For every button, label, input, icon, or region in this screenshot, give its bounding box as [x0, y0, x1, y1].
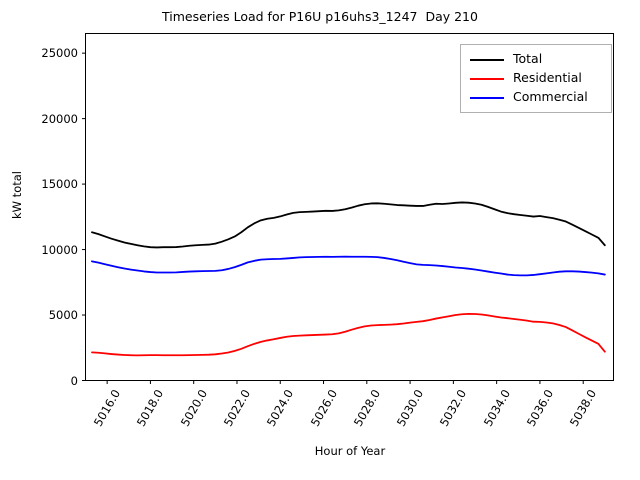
- series-line: [91, 201, 606, 249]
- series-line: [91, 312, 606, 357]
- legend-item: Residential: [467, 69, 605, 88]
- y-tick-label: 5000: [48, 308, 78, 323]
- legend-swatch-commercial: [470, 96, 504, 99]
- y-tick-marks: [82, 52, 86, 381]
- x-tick-marks: [106, 380, 584, 384]
- legend-item: Commercial: [467, 88, 605, 107]
- y-tick-label: 20000: [41, 111, 78, 126]
- legend-swatch-total: [470, 58, 504, 61]
- legend-label-total: Total: [513, 51, 543, 67]
- y-tick-label: 25000: [41, 46, 78, 61]
- series-line: [91, 255, 606, 277]
- legend: Total Residential Commercial: [460, 44, 612, 113]
- x-axis-label: Hour of Year: [314, 444, 386, 458]
- legend-label-residential: Residential: [513, 70, 582, 86]
- legend-swatch-residential: [470, 77, 504, 80]
- series-lines: [91, 201, 606, 357]
- legend-item: Total: [467, 50, 605, 69]
- chart-title: Timeseries Load for P16U p16uhs3_1247 Da…: [162, 9, 478, 24]
- y-tick-label: 15000: [41, 177, 78, 192]
- y-tick-label: 10000: [41, 242, 78, 257]
- y-axis-label: kW total: [10, 171, 24, 219]
- legend-label-commercial: Commercial: [513, 89, 588, 105]
- y-tick-label: 0: [70, 373, 78, 388]
- axes-spines: [85, 33, 614, 381]
